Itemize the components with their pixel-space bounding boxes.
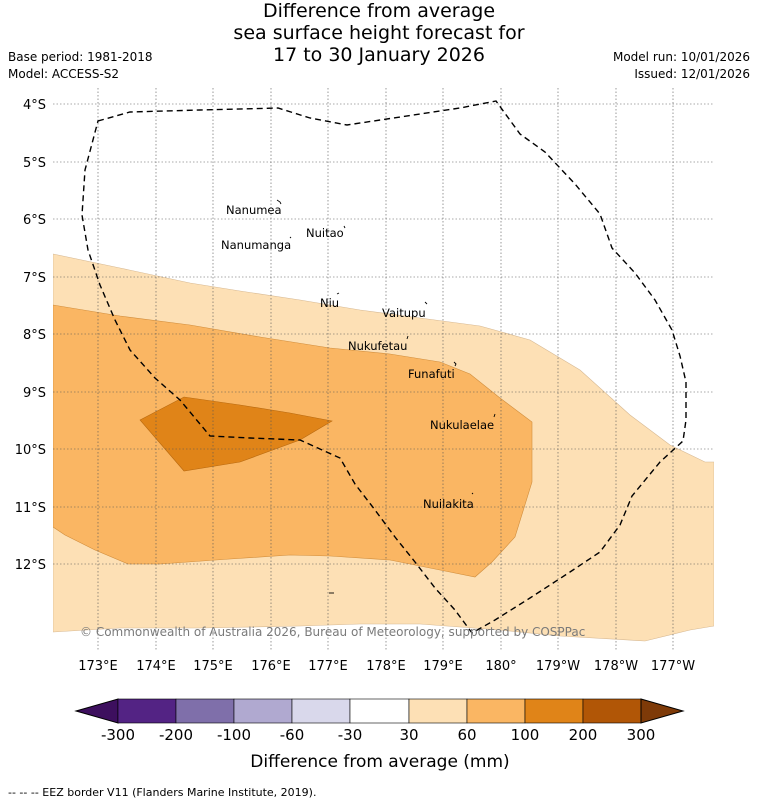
lat-label-9s: 9°S bbox=[23, 386, 46, 401]
colorbar-tick: 60 bbox=[457, 726, 476, 744]
lat-label-8s: 8°S bbox=[23, 328, 46, 343]
island-nanumanga-shape bbox=[289, 236, 292, 239]
lat-label-4s: 4°S bbox=[23, 98, 46, 113]
colorbar-bin-2 bbox=[175, 698, 235, 724]
colorbar-low-extension bbox=[74, 698, 119, 724]
island-funafuti-shape bbox=[453, 361, 457, 367]
colorbar-tick: 200 bbox=[569, 726, 598, 744]
title-line-2: sea surface height forecast for bbox=[233, 22, 525, 44]
colorbar-bin-3 bbox=[233, 698, 293, 724]
eez-footnote: -- -- -- EEZ border V11 (Flanders Marine… bbox=[8, 786, 317, 799]
colorbar-bin-8 bbox=[524, 698, 584, 724]
island-label-funafuti: Funafuti bbox=[408, 367, 455, 381]
title-line-1: Difference from average bbox=[262, 0, 496, 22]
island-nuitao-shape bbox=[343, 225, 346, 229]
island-nanumea-shape bbox=[276, 199, 282, 205]
island-niu-shape bbox=[336, 292, 340, 295]
eez-border bbox=[81, 100, 687, 634]
copyright-notice: © Commonwealth of Australia 2026, Bureau… bbox=[80, 625, 585, 639]
base-period-text: Base period: 1981-2018 bbox=[8, 50, 153, 64]
colorbar: -300 -200 -100 -60 -30 30 60 100 200 300… bbox=[74, 698, 685, 772]
colorbar-tick: 300 bbox=[627, 726, 656, 744]
lat-label-11s: 11°S bbox=[15, 501, 46, 516]
island-label-niu: Niu bbox=[320, 296, 339, 310]
colorbar-tick: -200 bbox=[159, 726, 193, 744]
map-title: Difference from average sea surface heig… bbox=[0, 0, 758, 66]
map-area: Nanumea Nuitao Nanumanga Niu Vaitupu Nuk… bbox=[53, 88, 714, 650]
colorbar-tick: 30 bbox=[399, 726, 418, 744]
lat-label-10s: 10°S bbox=[15, 443, 46, 458]
colorbar-title: Difference from average (mm) bbox=[250, 752, 509, 772]
lon-label-174e: 174°E bbox=[136, 659, 176, 674]
colorbar-high-extension bbox=[640, 698, 685, 724]
graticule bbox=[53, 88, 714, 650]
island-vaitupu-shape bbox=[424, 301, 428, 305]
lon-label-179w: 179°W bbox=[536, 659, 580, 674]
colorbar-tick: -60 bbox=[280, 726, 305, 744]
colorbar-tick: 100 bbox=[511, 726, 540, 744]
lon-label-180: 180° bbox=[485, 659, 516, 674]
island-nukulaelae-shape bbox=[493, 413, 496, 418]
issued-text: Issued: 12/01/2026 bbox=[634, 67, 750, 81]
lon-label-173e: 173°E bbox=[78, 659, 118, 674]
lon-label-175e: 175°E bbox=[193, 659, 233, 674]
lat-label-7s: 7°S bbox=[23, 271, 46, 286]
lat-label-12s: 12°S bbox=[15, 558, 46, 573]
lon-label-179e: 179°E bbox=[423, 659, 463, 674]
island-label-nukulaelae: Nukulaelae bbox=[430, 418, 494, 432]
latitude-axis: 4°S 5°S 6°S 7°S 8°S 9°S 10°S 11°S 12°S bbox=[15, 98, 46, 573]
colorbar-bin-7 bbox=[466, 698, 526, 724]
title-line-3: 17 to 30 January 2026 bbox=[273, 44, 485, 66]
island-label-nuilakita: Nuilakita bbox=[423, 497, 474, 511]
model-run-text: Model run: 10/01/2026 bbox=[612, 50, 750, 64]
colorbar-bin-4 bbox=[291, 698, 351, 724]
island-label-nuitao: Nuitao bbox=[306, 226, 344, 240]
island-nuilakita-shape bbox=[471, 492, 474, 495]
island-label-nanumanga: Nanumanga bbox=[221, 238, 291, 252]
run-info: Model run: 10/01/2026 Issued: 12/01/2026 bbox=[613, 49, 750, 83]
colorbar-tick: -300 bbox=[101, 726, 135, 744]
colorbar-bin-6 bbox=[408, 698, 468, 724]
longitude-axis: 173°E 174°E 175°E 176°E 177°E 178°E 179°… bbox=[78, 659, 695, 674]
island-label-nanumea: Nanumea bbox=[226, 203, 282, 217]
colorbar-tick: -100 bbox=[217, 726, 251, 744]
lon-label-177e: 177°E bbox=[308, 659, 348, 674]
islands bbox=[276, 199, 496, 594]
model-info: Base period: 1981-2018 Model: ACCESS-S2 bbox=[8, 49, 153, 83]
lon-label-178e: 178°E bbox=[366, 659, 406, 674]
colorbar-bin-9 bbox=[582, 698, 642, 724]
contour-100-200mm bbox=[139, 396, 333, 472]
lat-label-5s: 5°S bbox=[23, 156, 46, 171]
island-label-nukufetau: Nukufetau bbox=[348, 339, 407, 353]
lon-label-176e: 176°E bbox=[251, 659, 291, 674]
island-label-vaitupu: Vaitupu bbox=[382, 306, 426, 320]
colorbar-tick: -30 bbox=[338, 726, 363, 744]
lon-label-177w: 177°W bbox=[651, 659, 695, 674]
island-nukufetau-shape bbox=[406, 335, 409, 340]
colorbar-bin-5 bbox=[349, 698, 410, 724]
model-text: Model: ACCESS-S2 bbox=[8, 67, 120, 81]
colorbar-bin-1 bbox=[117, 698, 177, 724]
lat-label-6s: 6°S bbox=[23, 213, 46, 228]
lon-label-178w: 178°W bbox=[594, 659, 638, 674]
